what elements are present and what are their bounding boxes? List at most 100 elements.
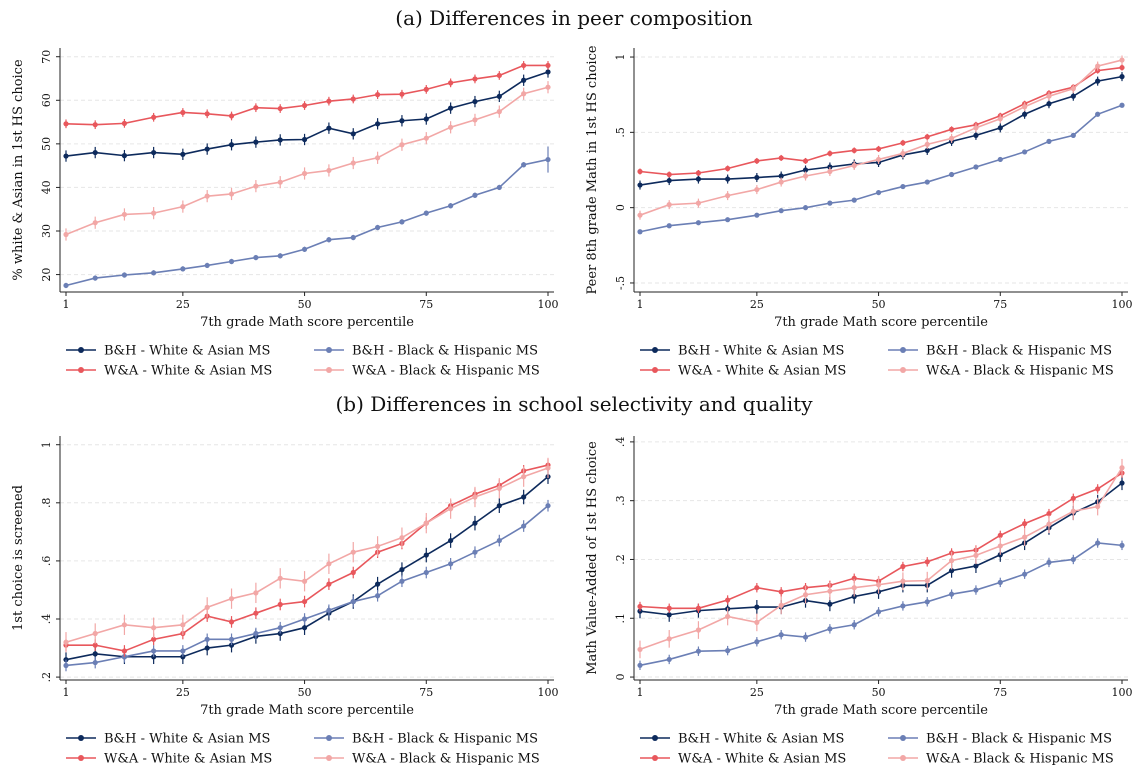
data-point: [121, 153, 128, 159]
data-point: [253, 183, 259, 189]
data-point: [875, 146, 882, 152]
data-point: [521, 77, 527, 83]
data-point: [1119, 480, 1125, 486]
series-line: [639, 467, 1123, 651]
x-tick-label: 1: [637, 686, 644, 699]
data-point: [948, 568, 955, 574]
data-point: [924, 559, 930, 565]
data-point: [997, 532, 1003, 538]
series-0: [637, 72, 1125, 190]
y-tick-label: .5: [614, 127, 627, 137]
series-0: [637, 475, 1125, 622]
data-point: [1046, 511, 1052, 517]
data-point: [350, 96, 356, 102]
chart-panel-peer-white-asian: 20 30 40 50 60 70 1 25 50 75 100 7th grade Math sco…: [0, 40, 574, 390]
data-point: [496, 537, 502, 544]
data-point: [180, 648, 186, 654]
data-point: [204, 146, 210, 152]
data-point: [948, 135, 955, 141]
data-point: [1119, 102, 1125, 108]
data-point: [423, 520, 429, 526]
data-point: [204, 111, 210, 117]
data-point: [350, 598, 356, 605]
x-tick-label: 25: [750, 686, 764, 699]
data-point: [151, 636, 157, 642]
data-point: [637, 662, 643, 668]
data-point: [695, 605, 702, 611]
data-point: [948, 558, 955, 564]
data-point: [121, 211, 128, 218]
data-point: [374, 543, 381, 549]
data-point: [423, 552, 429, 558]
legend-marker: [78, 347, 84, 353]
data-point: [1119, 74, 1125, 80]
data-point: [1095, 486, 1101, 492]
data-point: [423, 210, 429, 216]
legend-marker: [652, 755, 658, 761]
chart-panel-peer-math: -.5 0 .5 1 1 25 50 75 100 7th grade Math score pe…: [574, 40, 1148, 390]
data-point: [63, 662, 69, 669]
data-point: [277, 105, 283, 112]
legend-label: W&A - White & Asian MS: [104, 364, 272, 379]
data-point: [350, 549, 356, 555]
data-point: [754, 604, 760, 610]
data-point: [1022, 111, 1028, 117]
data-point: [900, 140, 906, 146]
legend-label: B&H - Black & Hispanic MS: [352, 344, 538, 359]
data-point: [725, 648, 731, 654]
data-point: [1070, 86, 1076, 92]
data-point: [121, 622, 128, 628]
series-line: [639, 542, 1123, 667]
data-point: [63, 153, 69, 159]
data-point: [521, 523, 527, 529]
data-point: [326, 125, 332, 131]
data-point: [973, 563, 979, 569]
y-tick-label: .1: [614, 613, 627, 624]
series-line: [639, 104, 1123, 233]
data-point: [277, 575, 283, 581]
data-point: [924, 141, 930, 147]
data-point: [851, 147, 857, 154]
data-point: [973, 164, 979, 170]
y-axis-label: 1st choice is screened: [11, 485, 26, 631]
series-1: [63, 499, 551, 672]
data-point: [545, 62, 551, 69]
legend-marker: [900, 347, 906, 353]
legend-marker: [900, 735, 906, 741]
data-point: [92, 149, 98, 156]
data-point: [900, 603, 906, 609]
section-title-b: (b) Differences in school selectivity an…: [335, 392, 813, 416]
data-point: [973, 125, 979, 131]
data-point: [851, 575, 857, 581]
data-point: [1022, 571, 1028, 577]
data-point: [326, 167, 332, 174]
data-point: [204, 604, 210, 610]
x-tick-label: 1: [63, 298, 70, 311]
chart-panel-screened: .2 .4 .6 .8 1 1 25 50 75 100 7th grade Math score …: [0, 428, 574, 778]
data-point: [802, 167, 809, 173]
data-point: [827, 168, 833, 175]
data-point: [151, 149, 157, 156]
data-point: [92, 122, 98, 128]
data-point: [374, 92, 381, 98]
data-point: [778, 173, 784, 179]
data-point: [754, 639, 760, 645]
data-point: [695, 627, 702, 633]
data-point: [448, 537, 454, 544]
data-point: [666, 656, 672, 663]
data-point: [496, 503, 502, 509]
data-point: [875, 609, 882, 615]
data-point: [802, 158, 809, 164]
legend-label: W&A - Black & Hispanic MS: [352, 364, 540, 379]
data-point: [326, 581, 332, 587]
data-point: [399, 142, 405, 148]
data-point: [948, 126, 955, 132]
data-point: [1119, 64, 1125, 71]
y-tick-label: 50: [40, 137, 53, 151]
data-point: [253, 254, 259, 261]
data-point: [1046, 93, 1052, 99]
data-point: [924, 134, 930, 140]
legend-marker: [652, 347, 658, 353]
y-tick-label: 60: [40, 93, 53, 107]
series-line: [639, 66, 1123, 176]
